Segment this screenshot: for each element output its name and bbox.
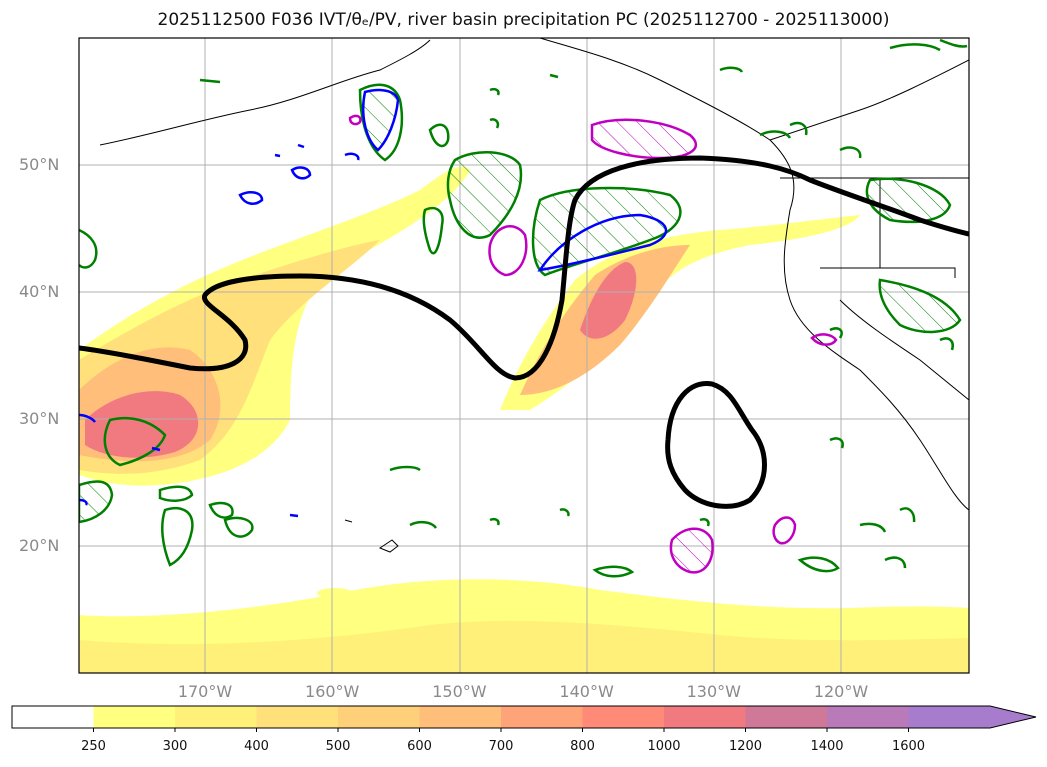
colorbar-tick-label: 400: [244, 739, 269, 754]
colorbar-tick-label: 1600: [891, 739, 926, 754]
colorbar-segment: [827, 706, 909, 728]
colorbar-segment: [582, 706, 664, 728]
colorbar-tick-label: 300: [162, 739, 188, 754]
ivt-plume-central-3: [580, 262, 637, 339]
colorbar-tick-label: 700: [488, 739, 514, 754]
lon-label: 140°W: [559, 682, 614, 701]
colorbar-tick-label: 250: [81, 739, 106, 754]
colorbar-segment: [664, 706, 746, 728]
graticule: [79, 38, 969, 673]
pv-contours: [79, 88, 668, 518]
colorbar-segment: [93, 706, 175, 728]
colorbar-tick-label: 1400: [810, 739, 844, 754]
lat-label: 40°N: [19, 282, 60, 301]
colorbar-tick-label: 500: [325, 739, 351, 754]
colorbar-segment: [175, 706, 257, 728]
coastline: [99, 38, 969, 553]
lat-label: 30°N: [19, 409, 60, 428]
map-title: 2025112500 F036 IVT/θₑ/PV, river basin p…: [157, 10, 890, 30]
colorbar-tick-label: 1200: [728, 739, 763, 754]
lat-label: 20°N: [19, 536, 60, 555]
magenta-contours: [348, 114, 838, 574]
lon-label: 130°W: [686, 682, 741, 701]
colorbar: [11, 705, 1037, 732]
ivt-band-south-2: [79, 620, 969, 673]
colorbar-segment-under: [12, 706, 94, 728]
lon-label: 150°W: [432, 682, 487, 701]
colorbar-extend-arrow: [908, 706, 1036, 728]
colorbar-segment: [256, 706, 338, 728]
colorbar-segment: [338, 706, 420, 728]
ivt-contours: [79, 155, 969, 509]
colorbar-tick-label: 1000: [647, 739, 681, 754]
colorbar-outline: [11, 705, 1037, 729]
ivt-blob-south: [317, 588, 353, 598]
colorbar-tick-label: 600: [407, 739, 432, 754]
colorbar-segment: [745, 706, 827, 728]
ivt-plume-west-4: [85, 391, 199, 458]
colorbar-tick-label: 800: [570, 739, 595, 754]
lat-label: 50°N: [19, 155, 60, 174]
lon-label: 170°W: [177, 682, 233, 701]
map-frame: [78, 37, 970, 674]
colorbar-segment: [419, 706, 501, 728]
lon-label: 120°W: [813, 682, 869, 701]
colorbar-segment: [501, 706, 583, 728]
ivt-shading: [79, 166, 969, 673]
lon-label: 160°W: [305, 682, 360, 701]
